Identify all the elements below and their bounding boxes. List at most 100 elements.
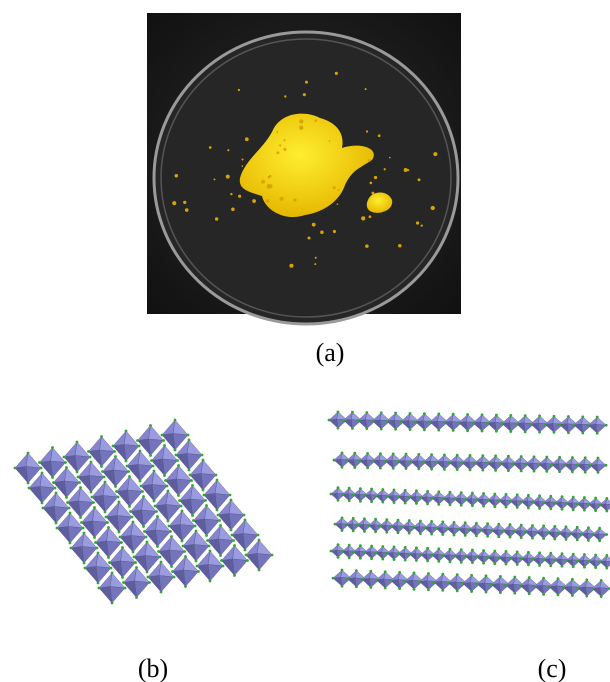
vertex — [426, 490, 429, 493]
vertex — [330, 493, 333, 496]
vertex — [460, 491, 463, 494]
octahedron-face — [233, 559, 248, 576]
vertex — [464, 555, 467, 558]
vertex — [128, 475, 131, 478]
vertex — [346, 577, 349, 580]
octahedron-face — [415, 421, 424, 430]
speck — [242, 159, 244, 161]
octahedron-face — [589, 555, 596, 561]
octahedron-face — [432, 549, 439, 555]
speck — [389, 157, 391, 159]
octahedron-face — [257, 540, 272, 555]
octahedron-face — [559, 527, 566, 533]
vertex — [332, 577, 335, 580]
vertex — [549, 564, 552, 567]
octahedron-face — [329, 412, 338, 420]
vertex — [423, 412, 426, 415]
vertex — [520, 455, 523, 458]
vertex — [162, 439, 165, 442]
vertex — [197, 570, 200, 573]
photo — [147, 13, 461, 324]
speck — [227, 149, 229, 151]
vertex — [567, 415, 570, 418]
octahedron-face — [362, 571, 371, 579]
vertex — [471, 561, 474, 564]
vertex — [87, 450, 90, 453]
vertex — [103, 476, 106, 479]
vertex — [380, 411, 383, 414]
vertex — [469, 468, 472, 471]
vertex — [385, 420, 388, 423]
vertex — [218, 519, 221, 522]
speck — [283, 148, 286, 151]
vertex — [92, 501, 95, 504]
vertex — [153, 470, 156, 473]
octahedron-face — [499, 551, 506, 557]
vertex — [217, 514, 220, 517]
vertex — [181, 540, 184, 543]
vertex — [494, 469, 497, 472]
octahedron-face — [577, 458, 585, 465]
octahedron-face — [419, 574, 428, 582]
vertex — [219, 524, 222, 527]
speck — [418, 178, 421, 181]
octahedron-face — [162, 420, 175, 435]
vertex — [542, 577, 545, 580]
speck — [185, 208, 189, 212]
vertex — [355, 585, 358, 588]
vertex — [208, 545, 211, 548]
octahedron-face — [514, 525, 521, 531]
vertex — [475, 534, 478, 537]
vertex — [90, 491, 93, 494]
vertex — [139, 450, 142, 453]
octahedron-face — [443, 492, 450, 498]
vertex — [348, 487, 351, 490]
vertex — [107, 526, 110, 529]
vertex — [177, 494, 180, 497]
octahedron-face — [411, 454, 419, 461]
vertex — [337, 499, 340, 502]
vertex — [379, 452, 382, 455]
vertex — [52, 481, 55, 484]
vertex — [113, 450, 116, 453]
panel-label: (a) — [316, 338, 345, 367]
octahedron-face — [360, 453, 368, 460]
figure: (a) (b) (c) — [0, 0, 610, 682]
octahedron-face — [376, 489, 383, 495]
octahedron-face — [473, 422, 482, 431]
vertex — [520, 500, 523, 503]
speck — [431, 206, 435, 210]
vertex — [542, 525, 545, 528]
vertex — [128, 505, 131, 508]
octahedron-face — [387, 420, 396, 429]
vertex — [157, 550, 160, 553]
vertex — [334, 523, 337, 526]
octahedron-face — [477, 551, 484, 557]
speck — [320, 230, 324, 234]
octahedron-face — [481, 524, 488, 530]
vertex — [168, 525, 171, 528]
vertex — [146, 541, 149, 544]
vertex — [337, 556, 340, 559]
vertex — [576, 559, 579, 562]
octahedron-face — [463, 575, 472, 583]
speck — [333, 230, 336, 233]
vertex — [393, 489, 396, 492]
vertex — [571, 578, 574, 581]
vertex — [596, 416, 599, 419]
speck — [337, 189, 339, 191]
vertex — [482, 492, 485, 495]
octahedron-face — [559, 417, 568, 425]
vertex — [542, 558, 545, 561]
vertex — [571, 470, 574, 473]
speck — [231, 207, 235, 211]
octahedron-face — [387, 490, 394, 496]
octahedron-face — [510, 495, 517, 501]
vertex — [91, 496, 94, 499]
vertex — [205, 504, 208, 507]
vertex — [576, 502, 579, 505]
speck — [371, 192, 374, 195]
octahedron-face — [448, 582, 457, 591]
vertex — [369, 586, 372, 589]
vertex — [353, 466, 356, 469]
